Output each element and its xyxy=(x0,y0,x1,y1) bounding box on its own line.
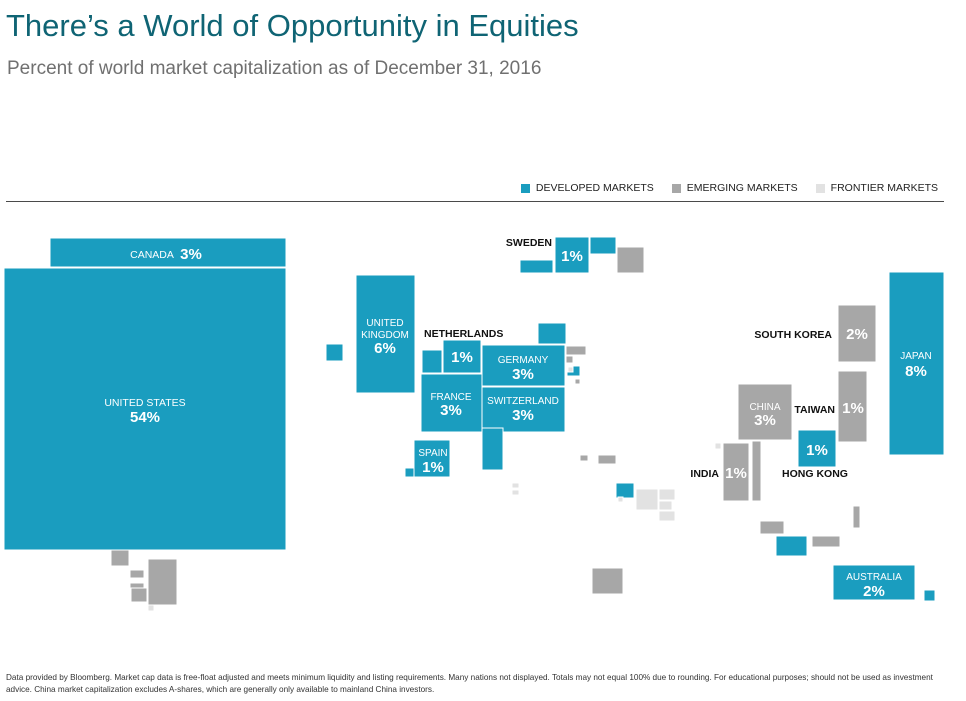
value-sweden: 1% xyxy=(561,248,583,265)
label-hong-kong: HONG KONG xyxy=(782,468,848,480)
tile-sweden xyxy=(554,236,590,274)
tile-frontier-unlabeled xyxy=(658,488,676,501)
value-japan: 8% xyxy=(905,363,927,380)
tile-developed-unlabeled xyxy=(537,322,567,345)
legend-label-developed: DEVELOPED MARKETS xyxy=(535,182,654,194)
tile-frontier-unlabeled xyxy=(617,496,624,503)
tile-france xyxy=(420,373,483,433)
legend-label-frontier: FRONTIER MARKETS xyxy=(830,182,938,194)
value-germany: 3% xyxy=(512,366,534,383)
tile-developed-unlabeled xyxy=(481,427,504,471)
tile-japan xyxy=(888,271,945,456)
tile-emerging-unlabeled xyxy=(129,569,145,579)
tile-developed-unlabeled xyxy=(615,482,635,499)
tile-emerging-unlabeled xyxy=(751,440,762,502)
label-germany: GERMANY xyxy=(498,355,549,366)
label-canada: CANADA xyxy=(130,249,174,261)
value-south-korea: 2% xyxy=(846,326,868,343)
tile-developed-unlabeled xyxy=(589,236,617,255)
label-netherlands: NETHERLANDS xyxy=(424,328,503,340)
value-canada: 3% xyxy=(180,246,202,263)
label-switzerland: SWITZERLAND xyxy=(487,396,559,407)
tile-taiwan xyxy=(837,370,868,443)
tile-developed-unlabeled xyxy=(775,535,808,557)
tile-emerging-unlabeled xyxy=(616,246,645,274)
tile-emerging-unlabeled xyxy=(759,520,785,535)
tile-developed-unlabeled xyxy=(519,259,554,274)
value-india: 1% xyxy=(725,465,747,482)
chart-legend: DEVELOPED MARKETS EMERGING MARKETS FRONT… xyxy=(520,182,938,194)
tile-switzerland xyxy=(481,386,566,433)
legend-label-emerging: EMERGING MARKETS xyxy=(686,182,798,194)
label-australia: AUSTRALIA xyxy=(846,572,902,583)
tile-emerging-unlabeled xyxy=(597,454,617,465)
label-united-states: UNITED STATES xyxy=(104,397,185,409)
chart-subtitle: Percent of world market capitalization a… xyxy=(7,58,542,79)
value-france: 3% xyxy=(440,402,462,419)
value-united-kingdom: 6% xyxy=(374,340,396,357)
tile-hong-kong xyxy=(797,429,837,468)
tile-frontier-unlabeled xyxy=(147,604,155,612)
tile-frontier-unlabeled xyxy=(658,510,676,522)
label-taiwan: TAIWAN xyxy=(794,404,835,416)
value-spain: 1% xyxy=(422,459,444,476)
tile-canada xyxy=(49,237,287,268)
label-china: CHINA xyxy=(749,402,780,413)
value-china: 3% xyxy=(754,412,776,429)
tile-frontier-unlabeled xyxy=(658,500,673,511)
value-switzerland: 3% xyxy=(512,407,534,424)
tile-frontier-unlabeled xyxy=(567,366,574,373)
label-france: FRANCE xyxy=(430,392,471,403)
value-taiwan: 1% xyxy=(842,400,864,417)
tile-germany xyxy=(481,344,566,387)
value-united-states: 54% xyxy=(130,409,160,426)
tile-spain xyxy=(413,439,451,478)
tile-china xyxy=(737,383,793,441)
tile-emerging-unlabeled xyxy=(565,355,574,364)
tile-developed-unlabeled xyxy=(923,589,936,602)
legend-divider xyxy=(6,201,944,202)
legend-item-frontier: FRONTIER MARKETS xyxy=(815,182,938,194)
label-sweden: SWEDEN xyxy=(506,237,552,249)
legend-item-developed: DEVELOPED MARKETS xyxy=(520,182,654,194)
label-united-kingdom: UNITED xyxy=(366,318,403,329)
tile-united-states xyxy=(3,267,287,551)
tile-south-korea xyxy=(837,304,877,363)
tile-developed-unlabeled xyxy=(325,343,344,362)
label-japan: JAPAN xyxy=(900,351,932,362)
tile-emerging-unlabeled xyxy=(579,454,589,462)
tile-developed-unlabeled xyxy=(421,349,443,374)
value-netherlands: 1% xyxy=(451,349,473,366)
tile-frontier-unlabeled xyxy=(635,488,659,511)
tile-frontier-unlabeled xyxy=(714,442,722,450)
legend-item-emerging: EMERGING MARKETS xyxy=(671,182,798,194)
label-south-korea: SOUTH KOREA xyxy=(754,329,832,341)
tile-emerging-unlabeled xyxy=(852,505,861,529)
tile-frontier-unlabeled xyxy=(511,482,520,489)
legend-swatch-emerging xyxy=(671,183,681,193)
tile-india xyxy=(722,442,750,502)
value-australia: 2% xyxy=(863,583,885,600)
tile-frontier-unlabeled xyxy=(511,489,520,496)
tile-emerging-unlabeled xyxy=(574,378,581,385)
tile-emerging-unlabeled xyxy=(130,587,148,603)
value-hong-kong: 1% xyxy=(806,442,828,459)
label-united-kingdom: KINGDOM xyxy=(361,330,409,341)
tile-united-kingdom xyxy=(355,274,416,394)
tile-developed-unlabeled xyxy=(404,467,415,478)
page-title: There’s a World of Opportunity in Equiti… xyxy=(6,8,579,43)
tile-emerging-unlabeled xyxy=(811,535,841,548)
legend-swatch-developed xyxy=(520,183,530,193)
tile-emerging-unlabeled xyxy=(110,549,130,567)
label-india: INDIA xyxy=(690,468,719,480)
tile-netherlands xyxy=(442,339,482,374)
tile-emerging-unlabeled xyxy=(565,345,587,356)
tile-emerging-unlabeled xyxy=(147,558,178,606)
label-spain: SPAIN xyxy=(418,448,447,459)
legend-swatch-frontier xyxy=(815,183,825,193)
footnote: Data provided by Bloomberg. Market cap d… xyxy=(6,673,933,694)
tile-emerging-unlabeled xyxy=(591,567,624,595)
tile-australia xyxy=(832,564,916,601)
